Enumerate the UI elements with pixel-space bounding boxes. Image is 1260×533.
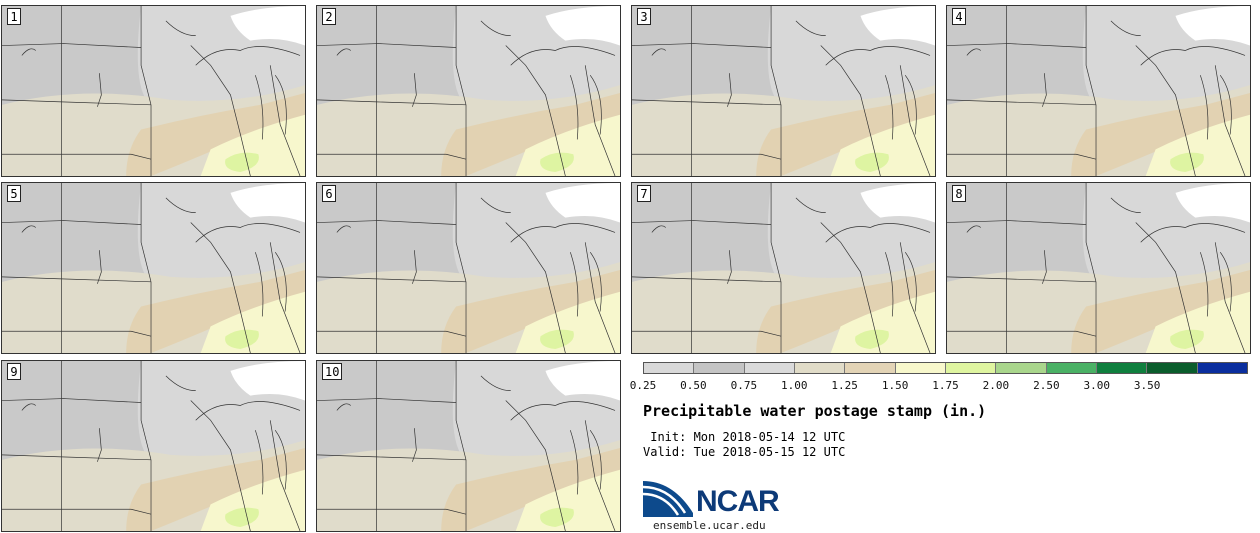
member-label: 4 (952, 8, 966, 25)
colorbar-segment (1147, 363, 1198, 373)
map-panel: 1 (1, 5, 306, 177)
colorbar-segment (895, 363, 946, 373)
member-label: 10 (322, 363, 343, 380)
colorbar-tick-label: 1.50 (881, 379, 909, 392)
colorbar-segment (644, 363, 695, 373)
valid-time: Valid: Tue 2018-05-15 12 UTC (643, 445, 846, 459)
colorbar-segment (744, 363, 795, 373)
colorbar-segment (1046, 363, 1097, 373)
colorbar-tick-label: 1.00 (781, 379, 808, 392)
colorbar-tick-label: 3.50 (1133, 379, 1161, 392)
map-panel: 2 (316, 5, 621, 177)
colorbar-tick-label: 0.75 (730, 379, 758, 392)
colorbar-segment (694, 363, 745, 373)
ncar-logo-icon (643, 481, 693, 517)
member-label: 3 (637, 8, 651, 25)
colorbar-tick-label: 2.50 (1033, 379, 1060, 392)
colorbar-segment (945, 363, 997, 373)
member-label: 7 (637, 185, 651, 202)
member-label: 6 (322, 185, 336, 202)
member-label: 8 (952, 185, 966, 202)
map-panel: 8 (946, 182, 1251, 354)
chart-title: Precipitable water postage stamp (in.) (643, 402, 987, 420)
colorbar-segment (996, 363, 1047, 373)
colorbar-segment (794, 363, 846, 373)
colorbar-tick-label: 0.50 (680, 379, 707, 392)
map-panel: 6 (316, 182, 621, 354)
map-panel: 3 (631, 5, 936, 177)
member-label: 9 (7, 363, 21, 380)
map-panel: 7 (631, 182, 936, 354)
member-label: 1 (7, 8, 21, 25)
member-label: 5 (7, 185, 21, 202)
init-time: Init: Mon 2018-05-14 12 UTC (643, 430, 846, 444)
map-panel: 10 (316, 360, 621, 532)
colorbar-tick-label: 3.00 (1083, 379, 1111, 392)
colorbar-segment (845, 363, 896, 373)
map-panel: 4 (946, 5, 1251, 177)
site-url: ensemble.ucar.edu (653, 519, 766, 532)
logo-text: NCAR (696, 485, 780, 518)
map-panel: 9 (1, 360, 306, 532)
colorbar-segment (1197, 363, 1247, 373)
colorbar-tick-label: 1.75 (932, 379, 959, 392)
colorbar (643, 362, 1248, 374)
colorbar-tick-label: 2.00 (982, 379, 1010, 392)
member-label: 2 (322, 8, 336, 25)
colorbar-ticks: 0.25 0.50 0.75 1.00 1.25 1.50 1.75 2.00 2.50 3.00… (630, 379, 1248, 393)
colorbar-tick-label: 1.25 (831, 379, 858, 392)
map-panel: 5 (1, 182, 306, 354)
colorbar-tick-label: 0.25 (629, 379, 657, 392)
colorbar-segment (1096, 363, 1148, 373)
